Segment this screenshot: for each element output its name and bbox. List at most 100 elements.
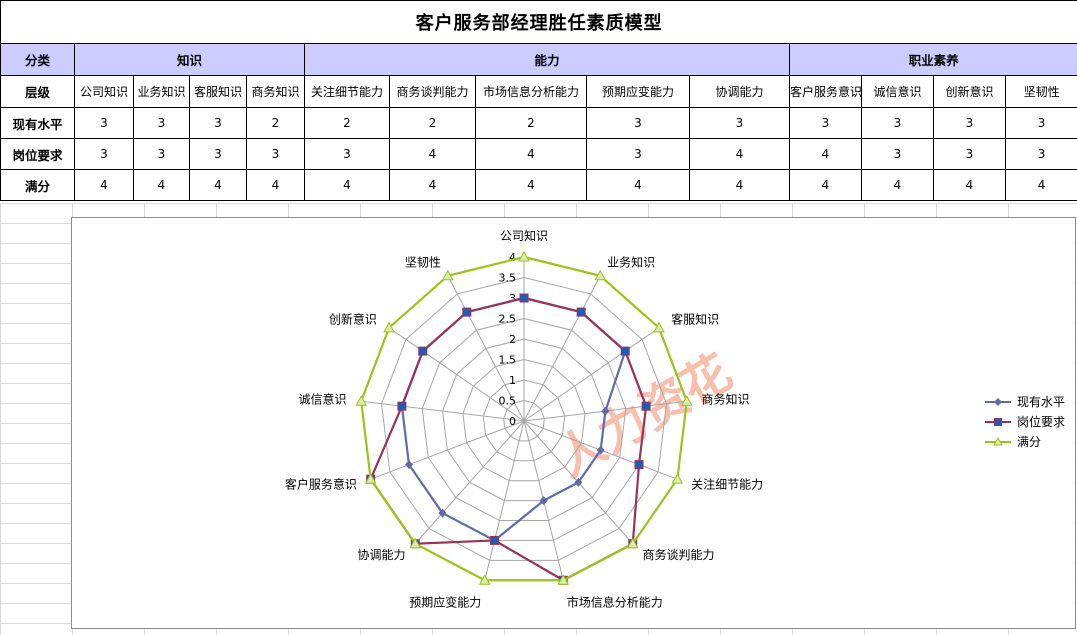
value-cell: 3 bbox=[933, 107, 1006, 139]
radial-tick-label: 4 bbox=[509, 251, 516, 264]
legend-label: 现有水平 bbox=[1017, 395, 1065, 409]
category-label: 业务知识 bbox=[607, 255, 655, 270]
radial-tick-label: 3.5 bbox=[499, 272, 517, 285]
value-cell: 4 bbox=[689, 169, 790, 201]
category-knowledge: 知识 bbox=[74, 43, 305, 76]
value-cell: 2 bbox=[389, 107, 476, 139]
grid-ring bbox=[421, 317, 627, 522]
data-point bbox=[574, 477, 583, 487]
legend-item: 岗位要求 bbox=[985, 414, 1065, 429]
level-cell: 客服知识 bbox=[189, 75, 247, 108]
competency-table: 客户服务部经理胜任素质模型 分类 知识 能力 职业素养 层级 公司知识 业务知识客… bbox=[0, 0, 1077, 201]
level-row: 层级 公司知识 业务知识 客服知识 商务知识 关注细节能力 商务谈判能力 市场信息分析能力预… bbox=[0, 75, 1077, 108]
data-point bbox=[519, 293, 529, 303]
data-point bbox=[680, 395, 693, 406]
data-point bbox=[404, 460, 413, 470]
value-cell: 3 bbox=[789, 107, 862, 139]
value-cell: 3 bbox=[586, 107, 690, 139]
legend-marker bbox=[994, 418, 1002, 426]
series-line bbox=[369, 296, 648, 582]
level-cell: 商务谈判能力 bbox=[389, 75, 476, 108]
series-line bbox=[360, 255, 688, 582]
row-label: 满分 bbox=[0, 169, 75, 201]
level-cell: 协调能力 bbox=[689, 75, 790, 108]
data-point bbox=[626, 537, 639, 549]
level-cell: 业务知识 bbox=[133, 75, 190, 108]
category-label: 关注细节能力 bbox=[691, 476, 763, 491]
value-cell: 3 bbox=[189, 107, 247, 139]
radar-chart-area[interactable]: 人力资花 0 0.5 1 1.5 2 2.5 3 3.5 4 公司知识 业务知识 客服知识 商务知识关… bbox=[71, 217, 1076, 629]
level-cell: 客户服务意识 bbox=[789, 75, 862, 108]
data-point bbox=[490, 535, 500, 545]
grid-spoke bbox=[447, 275, 525, 422]
value-cell: 2 bbox=[475, 107, 587, 139]
value-cell: 4 bbox=[933, 169, 1006, 201]
data-point bbox=[355, 395, 368, 406]
legend-label: 岗位要求 bbox=[1017, 414, 1065, 429]
series-2 bbox=[355, 250, 693, 585]
value-cell: 4 bbox=[304, 169, 390, 201]
data-point bbox=[418, 346, 428, 356]
value-cell: 3 bbox=[861, 138, 934, 170]
data-point bbox=[438, 508, 447, 518]
category-label: 客户服务意识 bbox=[285, 476, 357, 491]
data-point bbox=[576, 307, 586, 317]
value-cell: 4 bbox=[246, 169, 305, 201]
grid-ring bbox=[462, 358, 586, 482]
level-cell: 商务知识 bbox=[246, 75, 305, 108]
data-point bbox=[539, 496, 548, 506]
value-cell: 2 bbox=[304, 107, 390, 139]
category-professionalism: 职业素养 bbox=[788, 43, 1077, 76]
value-cell: 4 bbox=[789, 169, 862, 201]
category-header: 分类 bbox=[0, 43, 75, 76]
value-cell: 4 bbox=[389, 138, 476, 170]
radial-tick-label: 3 bbox=[509, 292, 516, 305]
grid-spoke bbox=[414, 420, 525, 545]
level-cell: 公司知识 bbox=[74, 75, 134, 108]
category-label: 公司知识 bbox=[500, 229, 548, 243]
grid-spoke bbox=[388, 327, 525, 422]
value-cell: 4 bbox=[389, 169, 476, 201]
category-row: 分类 知识 能力 职业素养 bbox=[0, 43, 1077, 76]
value-cell: 4 bbox=[189, 169, 247, 201]
table-title: 客户服务部经理胜任素质模型 bbox=[0, 0, 1077, 44]
legend-marker bbox=[994, 398, 1002, 406]
level-cell: 预期应变能力 bbox=[586, 75, 690, 108]
radial-tick-label: 1 bbox=[509, 374, 516, 387]
level-cell: 诚信意识 bbox=[861, 75, 934, 108]
title-row: 客户服务部经理胜任素质模型 bbox=[0, 0, 1077, 44]
value-cell: 2 bbox=[246, 107, 305, 139]
value-cell: 4 bbox=[74, 169, 134, 201]
value-cell: 3 bbox=[74, 107, 134, 139]
value-cell: 4 bbox=[475, 138, 587, 170]
data-point bbox=[518, 250, 530, 262]
row-label: 现有水平 bbox=[0, 107, 75, 139]
row-label: 岗位要求 bbox=[0, 138, 75, 170]
category-label: 诚信意识 bbox=[299, 391, 347, 406]
data-point bbox=[364, 473, 377, 484]
data-point bbox=[634, 460, 644, 470]
grid-spoke bbox=[523, 275, 601, 422]
data-point bbox=[596, 445, 605, 455]
value-cell: 3 bbox=[133, 107, 190, 139]
value-cell: 3 bbox=[189, 138, 247, 170]
value-cell: 3 bbox=[689, 107, 790, 139]
data-point bbox=[383, 321, 395, 333]
value-cell: 3 bbox=[246, 138, 305, 170]
category-label: 商务谈判能力 bbox=[643, 547, 715, 562]
legend-label: 满分 bbox=[1017, 435, 1041, 449]
data-point bbox=[594, 269, 607, 281]
value-cell: 3 bbox=[933, 138, 1006, 170]
data-point bbox=[641, 401, 651, 411]
value-cell: 4 bbox=[133, 169, 190, 201]
value-cell: 3 bbox=[74, 138, 134, 170]
value-cell: 3 bbox=[133, 138, 190, 170]
value-cell: 3 bbox=[1004, 138, 1077, 170]
data-point bbox=[397, 401, 407, 411]
value-cell: 3 bbox=[586, 138, 690, 170]
radial-tick-label: 2.5 bbox=[499, 313, 517, 326]
legend-item: 现有水平 bbox=[985, 395, 1065, 409]
radial-tick-label: 2 bbox=[509, 333, 516, 346]
